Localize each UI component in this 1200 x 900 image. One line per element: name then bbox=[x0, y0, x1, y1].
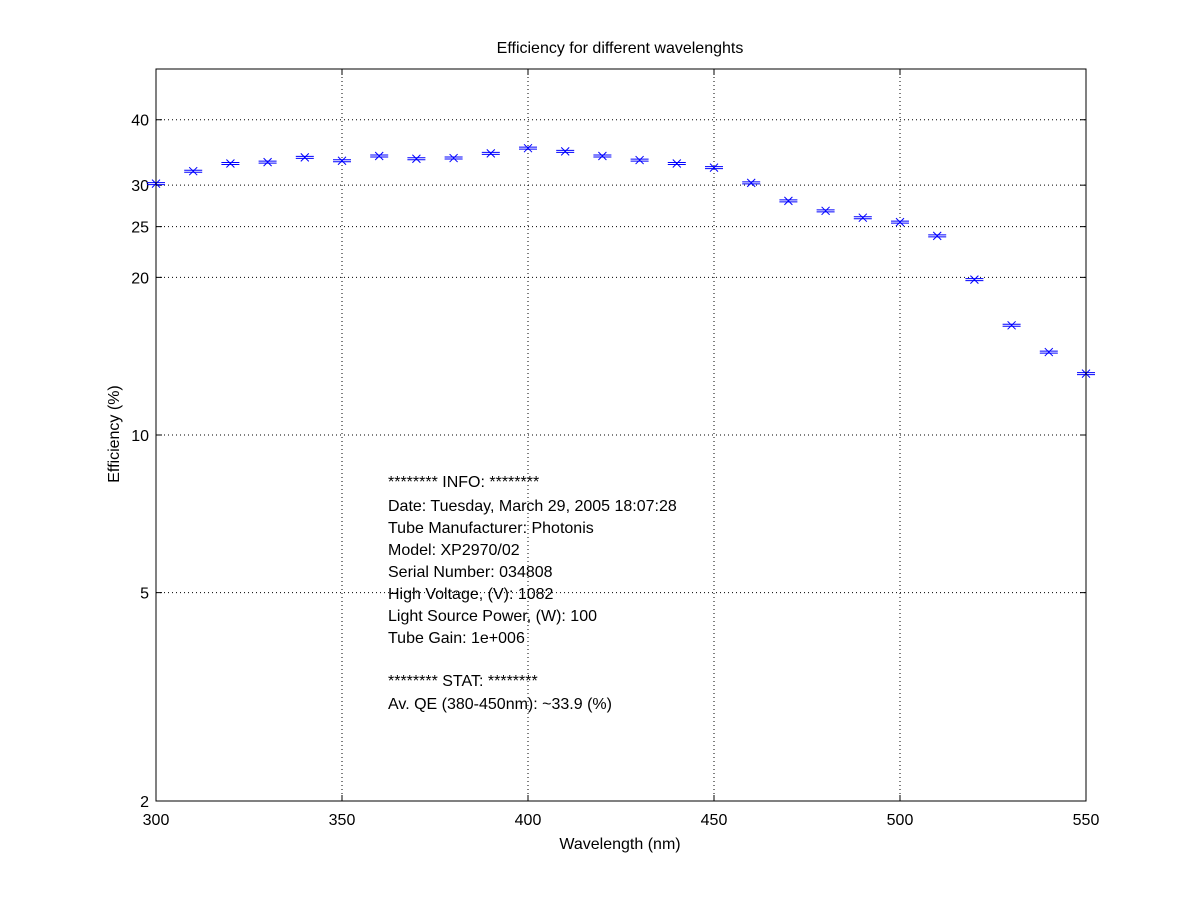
x-marker bbox=[709, 163, 719, 173]
x-marker bbox=[188, 166, 198, 176]
data-point bbox=[184, 166, 203, 176]
data-point bbox=[891, 217, 909, 227]
info-line: Model: XP2970/02 bbox=[388, 542, 520, 559]
x-tick-label: 450 bbox=[701, 812, 728, 829]
data-point bbox=[1002, 320, 1021, 330]
x-marker bbox=[598, 151, 607, 161]
data-point bbox=[779, 196, 798, 206]
data-point bbox=[370, 151, 389, 161]
x-marker bbox=[263, 157, 272, 167]
data-point bbox=[444, 153, 463, 163]
x-marker bbox=[560, 147, 570, 156]
data-points bbox=[147, 143, 1095, 378]
info-line: ******** INFO: ******** bbox=[388, 474, 539, 491]
x-marker bbox=[226, 159, 235, 168]
x-marker bbox=[895, 217, 905, 227]
x-marker bbox=[821, 206, 830, 216]
x-tick-label: 500 bbox=[887, 812, 914, 829]
y-tick-label: 2 bbox=[140, 794, 149, 811]
x-marker bbox=[486, 149, 496, 158]
data-point bbox=[258, 157, 277, 167]
x-marker bbox=[672, 159, 682, 168]
x-tick-label: 400 bbox=[515, 812, 542, 829]
x-marker bbox=[784, 196, 793, 206]
info-line: High Voltage, (V): 1082 bbox=[388, 586, 554, 603]
grid-lines bbox=[156, 69, 1086, 801]
x-tick-label: 550 bbox=[1073, 812, 1100, 829]
info-line: Tube Gain: 1e+006 bbox=[388, 630, 525, 647]
info-line: Light Source Power, (W): 100 bbox=[388, 608, 597, 625]
data-point bbox=[556, 147, 575, 156]
data-point bbox=[742, 178, 761, 188]
y-tick-label: 5 bbox=[140, 586, 149, 603]
x-marker bbox=[337, 156, 347, 166]
data-point bbox=[333, 156, 351, 166]
x-tick-label: 300 bbox=[143, 812, 170, 829]
x-marker bbox=[746, 178, 756, 188]
info-annotation: ******** INFO: ******** Date: Tuesday, M… bbox=[388, 474, 677, 713]
data-point bbox=[295, 153, 314, 162]
data-point bbox=[965, 275, 984, 285]
data-point bbox=[481, 149, 500, 158]
data-point bbox=[705, 163, 723, 173]
info-line: Av. QE (380-450nm): ~33.9 (%) bbox=[388, 696, 612, 713]
info-line: Date: Tuesday, March 29, 2005 18:07:28 bbox=[388, 498, 677, 515]
y-tick-label: 20 bbox=[131, 270, 149, 287]
x-marker bbox=[523, 143, 533, 153]
x-marker bbox=[1007, 320, 1016, 330]
y-tick-label: 10 bbox=[131, 428, 149, 445]
info-line: Serial Number: 034808 bbox=[388, 564, 553, 581]
data-point bbox=[630, 155, 649, 165]
info-line: ******** STAT: ******** bbox=[388, 673, 538, 690]
x-marker bbox=[635, 155, 644, 165]
y-axis-label: Efficiency (%) bbox=[106, 385, 123, 483]
chart-title: Efficiency for different wavelenghts bbox=[497, 40, 744, 57]
data-point bbox=[407, 154, 426, 164]
data-point bbox=[667, 159, 686, 168]
plot-frame bbox=[155, 68, 1087, 802]
data-point bbox=[816, 206, 835, 216]
data-point bbox=[519, 143, 537, 153]
x-marker bbox=[449, 153, 458, 163]
x-marker bbox=[374, 151, 384, 161]
data-point bbox=[221, 159, 240, 168]
data-point bbox=[853, 213, 872, 223]
y-tick-label: 30 bbox=[131, 178, 149, 195]
data-point bbox=[593, 151, 612, 161]
y-tick-label: 25 bbox=[131, 220, 149, 237]
x-marker bbox=[858, 213, 868, 223]
x-marker bbox=[970, 275, 979, 285]
data-point bbox=[1039, 347, 1058, 357]
x-axis-label: Wavelength (nm) bbox=[559, 836, 680, 853]
x-marker bbox=[1044, 347, 1054, 357]
x-marker bbox=[932, 231, 942, 241]
x-marker bbox=[300, 153, 310, 162]
x-tick-label: 350 bbox=[329, 812, 356, 829]
data-point bbox=[928, 231, 947, 241]
x-marker bbox=[412, 154, 421, 164]
y-tick-label: 40 bbox=[131, 113, 149, 130]
info-line: Tube Manufacturer: Photonis bbox=[388, 520, 594, 537]
